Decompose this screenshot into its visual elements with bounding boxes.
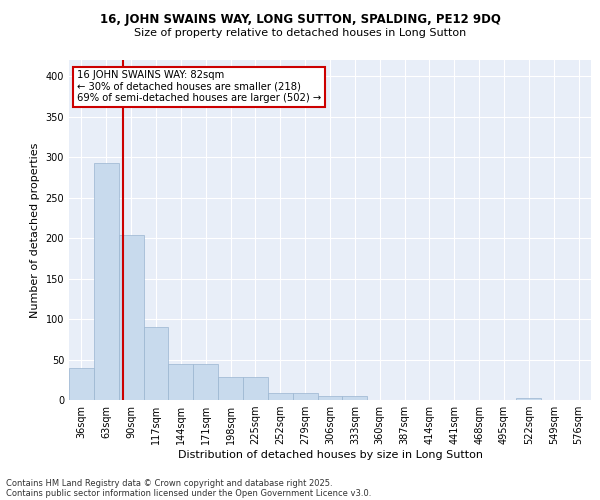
Text: Contains public sector information licensed under the Open Government Licence v3: Contains public sector information licen… xyxy=(6,488,371,498)
Bar xyxy=(119,235,143,400)
Bar xyxy=(268,392,293,400)
Y-axis label: Number of detached properties: Number of detached properties xyxy=(30,142,40,318)
Bar xyxy=(218,376,243,400)
Bar xyxy=(343,396,367,400)
Text: Contains HM Land Registry data © Crown copyright and database right 2025.: Contains HM Land Registry data © Crown c… xyxy=(6,478,332,488)
Bar xyxy=(169,364,193,400)
Text: 16 JOHN SWAINS WAY: 82sqm
← 30% of detached houses are smaller (218)
69% of semi: 16 JOHN SWAINS WAY: 82sqm ← 30% of detac… xyxy=(77,70,321,103)
Bar xyxy=(293,392,317,400)
Bar xyxy=(193,364,218,400)
Text: Size of property relative to detached houses in Long Sutton: Size of property relative to detached ho… xyxy=(134,28,466,38)
Bar xyxy=(317,396,343,400)
Bar xyxy=(94,163,119,400)
Bar xyxy=(69,368,94,400)
Bar xyxy=(517,398,541,400)
Text: 16, JOHN SWAINS WAY, LONG SUTTON, SPALDING, PE12 9DQ: 16, JOHN SWAINS WAY, LONG SUTTON, SPALDI… xyxy=(100,12,500,26)
Bar xyxy=(243,376,268,400)
X-axis label: Distribution of detached houses by size in Long Sutton: Distribution of detached houses by size … xyxy=(178,450,482,460)
Bar xyxy=(143,327,169,400)
